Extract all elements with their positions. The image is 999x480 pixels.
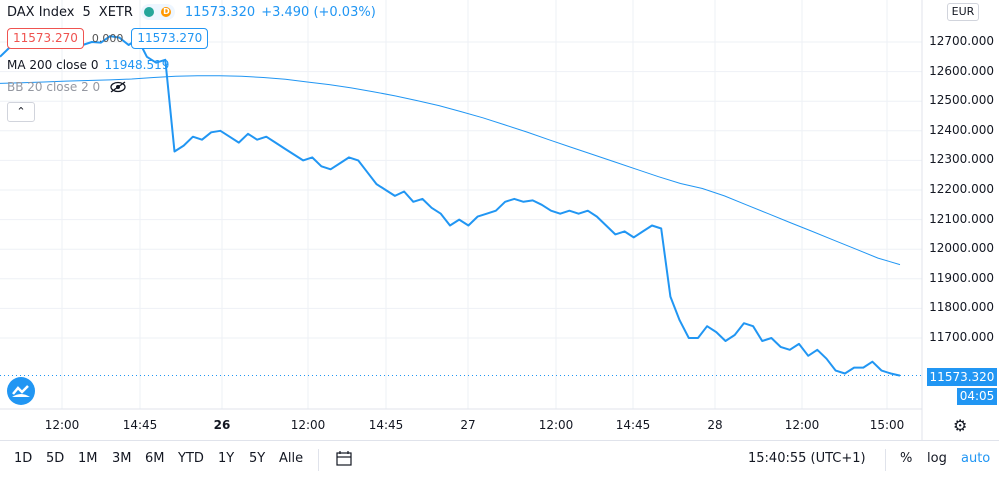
range-button-alle[interactable]: Alle xyxy=(279,451,304,466)
y-tick-label: 12300.000 xyxy=(929,152,994,167)
y-tick-label: 11700.000 xyxy=(929,330,994,344)
bb-legend[interactable]: BB 20 close 2 0 xyxy=(7,80,128,94)
x-tick-label: 14:45 xyxy=(615,418,651,432)
delayed-icon: D xyxy=(161,7,172,17)
x-tick-label: 15:00 xyxy=(869,418,905,432)
price-change: +3.490 (+0.03%) xyxy=(261,4,376,20)
y-tick-label: 11800.000 xyxy=(929,300,994,315)
bid-ask-row: 11573.270 0.000 11573.270 xyxy=(7,28,209,49)
range-button-1y[interactable]: 1Y xyxy=(218,451,235,466)
range-button-5d[interactable]: 5D xyxy=(46,451,65,466)
ma-legend[interactable]: MA 200 close 0 11948.519 xyxy=(7,58,169,72)
logo-mark-icon xyxy=(12,385,30,397)
x-tick-label: 28 xyxy=(707,418,723,432)
x-tick-label: 14:45 xyxy=(368,418,404,432)
log-scale-toggle[interactable]: log xyxy=(927,451,947,466)
last-price-label: 11573.320 xyxy=(927,368,997,386)
chart-grid xyxy=(0,0,922,409)
y-tick-label: 11900.000 xyxy=(929,270,994,285)
bar-countdown: 04:05 xyxy=(957,388,997,405)
x-tick-label: 26 xyxy=(213,418,231,432)
x-tick-label: 12:00 xyxy=(784,418,820,432)
exchange: XETR xyxy=(98,4,133,20)
hidden-eye-icon[interactable] xyxy=(108,80,128,94)
chart-series xyxy=(0,35,922,377)
x-tick-label: 27 xyxy=(460,418,476,432)
clock-time[interactable]: 15:40:55 (UTC+1) xyxy=(748,451,866,466)
tradingview-logo-icon[interactable] xyxy=(7,377,35,405)
gear-icon[interactable]: ⚙ xyxy=(953,416,968,435)
calendar-goto-icon[interactable] xyxy=(335,450,353,468)
currency-label[interactable]: EUR xyxy=(947,3,979,21)
spread-value: 0.000 xyxy=(91,32,124,45)
y-tick-label: 12400.000 xyxy=(929,122,994,137)
market-status-badge[interactable]: D xyxy=(140,4,175,20)
chart-header: DAX Index 5 XETR D 11573.320 +3.490 (+0.… xyxy=(7,3,376,21)
auto-scale-toggle[interactable]: auto xyxy=(961,451,991,466)
divider xyxy=(318,449,319,471)
range-button-3m[interactable]: 3M xyxy=(112,451,132,466)
y-tick-label: 12500.000 xyxy=(929,93,994,108)
percent-scale-toggle[interactable]: % xyxy=(900,451,913,466)
divider xyxy=(885,449,886,471)
ma-200-series-line xyxy=(0,75,901,266)
range-button-6m[interactable]: 6M xyxy=(145,451,165,466)
collapse-legend-button[interactable]: ⌃ xyxy=(7,102,35,122)
x-tick-label: 12:00 xyxy=(538,418,574,432)
chevron-up-icon: ⌃ xyxy=(16,105,26,118)
range-button-5y[interactable]: 5Y xyxy=(249,451,266,466)
y-tick-label: 12000.000 xyxy=(929,241,994,256)
interval[interactable]: 5 xyxy=(82,4,91,20)
range-button-1d[interactable]: 1D xyxy=(14,451,33,466)
bottom-toolbar: 1D 5D 1M 3M 6M YTD 1Y 5Y Alle 15:40:55 (UTC+1) %… xyxy=(0,440,999,480)
buy-price-button[interactable]: 11573.270 xyxy=(131,28,209,49)
symbol-name[interactable]: DAX Index xyxy=(7,4,75,20)
range-button-ytd[interactable]: YTD xyxy=(178,451,204,466)
price-series-line xyxy=(0,35,901,377)
sell-price-button[interactable]: 11573.270 xyxy=(7,28,84,49)
x-tick-label: 12:00 xyxy=(290,418,326,432)
ma-value: 11948.519 xyxy=(104,58,170,72)
market-open-icon xyxy=(144,7,155,17)
x-tick-label: 14:45 xyxy=(122,418,158,432)
y-tick-label: 12100.000 xyxy=(929,211,994,226)
range-button-1m[interactable]: 1M xyxy=(78,451,98,466)
x-tick-label: 12:00 xyxy=(44,418,80,432)
y-tick-label: 12200.000 xyxy=(929,182,994,196)
bb-label: BB 20 close 2 0 xyxy=(7,80,101,94)
last-price: 11573.320 xyxy=(184,4,256,20)
y-tick-label: 12700.000 xyxy=(929,34,994,48)
ma-label: MA 200 close 0 xyxy=(7,58,99,72)
y-tick-label: 12600.000 xyxy=(929,63,994,78)
